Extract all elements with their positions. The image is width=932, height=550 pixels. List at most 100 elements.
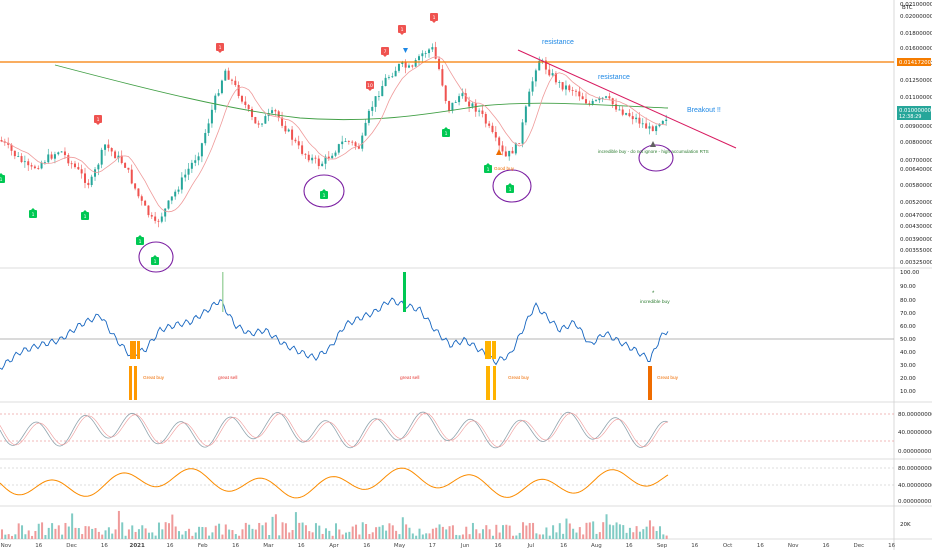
time-tick: Nov [1, 543, 12, 549]
volume-bar [137, 529, 140, 539]
candle-body [60, 151, 63, 153]
great-sell-label-2: great sell [400, 375, 419, 381]
resistance-trendline[interactable] [517, 49, 737, 149]
candle-body [220, 80, 223, 94]
volume-bar [378, 526, 381, 539]
svg-text:1: 1 [84, 214, 87, 220]
volume-bar [321, 533, 324, 539]
candle-body [501, 145, 504, 152]
rsi-tick: 70.00 [900, 311, 916, 317]
great-buy-label-3: Great buy [657, 375, 679, 381]
volume-bar [468, 534, 471, 539]
volume-bar [24, 534, 27, 539]
volume-bar [632, 532, 635, 539]
candle-body [170, 196, 173, 201]
candle-body [67, 155, 70, 164]
volume-bar [502, 525, 504, 539]
volume-bar [595, 533, 598, 539]
volume-bar [318, 525, 321, 539]
volume-bar [154, 535, 157, 539]
candle-body [240, 95, 243, 102]
candle-body [210, 109, 213, 124]
volume-bar [625, 532, 628, 539]
rsi-tick: 30.00 [900, 363, 916, 369]
volume-bar [388, 523, 391, 539]
volume-bar [351, 526, 354, 539]
volume-bar [171, 514, 174, 539]
sell-marker: 10 [366, 81, 374, 91]
volume-bar [582, 534, 585, 539]
candle-body [0, 140, 3, 142]
volume-axis: 20K [900, 522, 911, 528]
time-tick: 16 [691, 543, 698, 549]
circle-3 [492, 169, 532, 203]
candle-body [544, 60, 547, 70]
time-axis: Nov 16 Dec 16 2021 16 Feb 16 Mar 16 Apr 16 May 17 Jun 1… [1, 543, 896, 549]
time-tick: Oct [723, 543, 733, 549]
moving-average-long [54, 64, 669, 121]
candle-body [110, 148, 113, 152]
price-tick: 0.00355000 [900, 248, 932, 254]
price-tick: 0.00390000 [900, 237, 932, 243]
volume-bar [515, 535, 518, 539]
volume-bar [114, 529, 117, 539]
price-tick: 0.00470000 [900, 213, 932, 219]
ticker-label: BTC [902, 5, 913, 11]
volume-bar [481, 529, 484, 539]
candle-body [561, 82, 564, 90]
time-tick: Mar [263, 543, 274, 549]
candle-body [327, 156, 330, 159]
candle-body [434, 47, 437, 59]
candle-body [321, 163, 324, 167]
rsi-signal-bar [486, 366, 490, 400]
candle-body [33, 166, 36, 169]
candle-body [528, 91, 531, 107]
volume-bar [254, 529, 257, 539]
price-pane [0, 41, 669, 228]
buy-marker: 1 [320, 189, 328, 199]
stoch-tick: 40.00000000 [898, 430, 932, 436]
candle-body [608, 96, 611, 99]
rsi-tick: 100.00 [900, 270, 920, 276]
sell-marker: 1 [216, 43, 224, 53]
time-tick: 16 [495, 543, 502, 549]
volume-bar [107, 527, 110, 539]
volume-bar [161, 529, 164, 539]
candle-body [134, 183, 137, 189]
candle-body [77, 167, 80, 170]
candle-body [418, 56, 420, 61]
candle-body [304, 153, 307, 155]
volume-bar [508, 525, 511, 539]
volume-bar [425, 533, 428, 539]
volume-bar [14, 534, 17, 539]
candle-body [401, 62, 404, 65]
volume-bar [478, 533, 481, 539]
volume-bar [67, 526, 70, 539]
volume-bar [127, 529, 130, 539]
buy-marker: 1 [484, 163, 492, 173]
volume-bar [435, 527, 438, 539]
volume-bar [361, 522, 364, 539]
candle-body [551, 73, 554, 76]
candle-body [301, 145, 304, 154]
volume-bar [81, 534, 84, 539]
volume-bar [157, 522, 160, 539]
candle-body [381, 86, 384, 97]
candle-body [284, 125, 287, 132]
volume-bar [174, 526, 177, 539]
volume-bar [84, 526, 87, 539]
rsi-signal-bar [137, 341, 140, 359]
volume-bar [532, 522, 535, 539]
volume-bar [111, 533, 114, 539]
candle-body [331, 155, 334, 159]
price-tick: 0.01800000 [900, 31, 932, 37]
candle-body [147, 205, 150, 216]
candle-body [451, 102, 454, 111]
volume-bar [134, 531, 137, 539]
time-tick: Sep [657, 543, 668, 549]
candle-body [397, 64, 400, 71]
candle-body [448, 100, 451, 111]
candle-body [274, 110, 277, 112]
candle-body [287, 129, 290, 132]
